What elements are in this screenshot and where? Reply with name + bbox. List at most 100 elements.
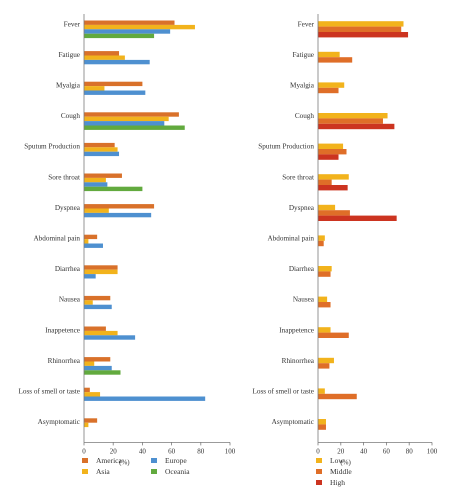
right-bar-high-fever [318, 32, 409, 38]
right-bar-middle-rhinorrhea [318, 363, 330, 369]
right-bar-middle-fatigue [318, 57, 353, 63]
right-x-tick-label: 40 [360, 447, 368, 455]
left-chart [83, 14, 231, 446]
right-bar-middle-dyspnea [318, 210, 350, 216]
left-category-label: Myalgia [56, 82, 81, 90]
right-category-label: Sore throat [282, 173, 314, 181]
left-category-label: Cough [61, 112, 81, 120]
left-category-label: Fatigue [58, 51, 80, 59]
right-legend-label: Low [330, 456, 344, 465]
right-bar-low-loss-of-smell-or-taste [318, 388, 325, 394]
left-bar-america-inappetence [84, 326, 106, 331]
left-bar-oceania-rhinorrhea [84, 370, 121, 375]
left-bar-america-sputum-production [84, 142, 115, 148]
right-bar-high-sore-throat [318, 185, 348, 191]
left-legend-swatch-oceania [151, 469, 157, 474]
left-bar-europe-sore-throat [84, 182, 108, 187]
left-legend-label: America [96, 456, 122, 465]
left-category-label: Abdominal pain [33, 235, 80, 243]
right-x-tick-label: 100 [427, 447, 438, 455]
right-category-label: Asymptomatic [272, 418, 314, 426]
left-bar-america-fatigue [84, 51, 120, 56]
left-bar-america-nausea [84, 295, 111, 301]
left-category-label: Asymptomatic [38, 418, 80, 426]
right-category-label: Dyspnea [289, 204, 315, 212]
left-bar-europe-diarrhea [84, 274, 96, 279]
right-category-label: Fatigue [292, 51, 314, 59]
right-bar-high-cough [318, 123, 395, 130]
right-bar-middle-asymptomatic [318, 424, 326, 430]
left-bar-asia-fatigue [84, 55, 125, 60]
left-bar-america-loss-of-smell-or-taste [84, 387, 90, 393]
right-bar-middle-myalgia [318, 87, 339, 94]
right-bar-middle-diarrhea [318, 271, 331, 277]
left-bar-asia-abdominal-pain [84, 239, 89, 244]
left-bar-america-rhinorrhea [84, 357, 111, 362]
left-bar-asia-fever [84, 24, 195, 30]
left-bar-europe-dyspnea [84, 212, 152, 218]
right-legend-swatch-low [316, 458, 322, 463]
left-legend-label: Oceania [165, 467, 190, 476]
right-category-label: Cough [295, 112, 315, 120]
left-bar-asia-cough [84, 116, 169, 122]
left-bar-europe-nausea [84, 304, 112, 310]
left-x-tick-label: 60 [168, 447, 176, 455]
right-category-label: Rhinorrhea [282, 357, 315, 365]
left-bar-europe-abdominal-pain [84, 243, 103, 248]
left-bar-europe-rhinorrhea [84, 365, 112, 371]
left-bar-asia-asymptomatic [84, 422, 89, 428]
right-chart [317, 14, 433, 446]
right-category-label: Diarrhea [289, 265, 315, 273]
left-category-label: Inappetence [45, 326, 80, 334]
left-category-label: Dyspnea [55, 204, 81, 212]
right-x-tick-label: 80 [406, 447, 414, 455]
right-category-label: Myalgia [290, 82, 315, 90]
right-legend-swatch-high [316, 480, 322, 485]
left-x-tick-label: 100 [225, 447, 236, 455]
left-category-label: Diarrhea [55, 265, 81, 273]
left-bar-asia-loss-of-smell-or-taste [84, 392, 101, 397]
right-bar-low-diarrhea [318, 266, 332, 272]
left-bar-america-abdominal-pain [84, 234, 98, 240]
left-bar-america-diarrhea [84, 265, 118, 270]
left-category-label: Sore throat [48, 173, 80, 181]
right-x-tick-label: 20 [337, 447, 345, 455]
left-category-label: Fever [64, 20, 81, 28]
left-bar-europe-inappetence [84, 335, 136, 340]
left-bar-asia-myalgia [84, 86, 105, 91]
right-category-label: Sputum Production [258, 143, 314, 151]
left-category-label: Loss of smell or taste [19, 388, 80, 396]
left-bar-america-asymptomatic [84, 418, 98, 423]
right-bar-high-sputum-production [318, 154, 339, 160]
left-bar-america-myalgia [84, 81, 143, 87]
left-bar-asia-inappetence [84, 330, 118, 336]
left-bar-oceania-sore-throat [84, 186, 143, 192]
left-bar-america-fever [84, 20, 175, 25]
right-bar-middle-sore-throat [318, 179, 332, 185]
right-legend-label: Middle [330, 467, 352, 476]
right-bar-low-rhinorrhea [318, 357, 334, 364]
right-bar-low-myalgia [318, 82, 345, 88]
left-bar-asia-rhinorrhea [84, 361, 95, 366]
left-bar-europe-cough [84, 121, 165, 126]
right-x-axis-label: (%) [340, 458, 351, 466]
left-bar-asia-sputum-production [84, 147, 118, 152]
left-legend-label: Asia [96, 467, 110, 476]
right-category-label: Fever [298, 20, 315, 28]
right-bar-low-fatigue [318, 51, 340, 58]
left-category-label: Sputum Production [24, 143, 80, 151]
right-category-label: Inappetence [279, 326, 314, 334]
right-category-label: Abdominal pain [267, 235, 314, 243]
right-bar-middle-nausea [318, 302, 331, 308]
left-legend-label: Europe [165, 456, 187, 465]
right-category-label: Nausea [293, 296, 315, 304]
right-bar-low-nausea [318, 296, 328, 302]
left-bar-oceania-fever [84, 33, 155, 39]
left-legend-swatch-europe [151, 458, 157, 463]
left-bar-america-dyspnea [84, 204, 155, 209]
right-legend-swatch-middle [316, 469, 322, 474]
left-bar-europe-fever [84, 29, 171, 34]
left-bar-asia-sore-throat [84, 177, 106, 183]
left-bar-asia-diarrhea [84, 269, 118, 275]
